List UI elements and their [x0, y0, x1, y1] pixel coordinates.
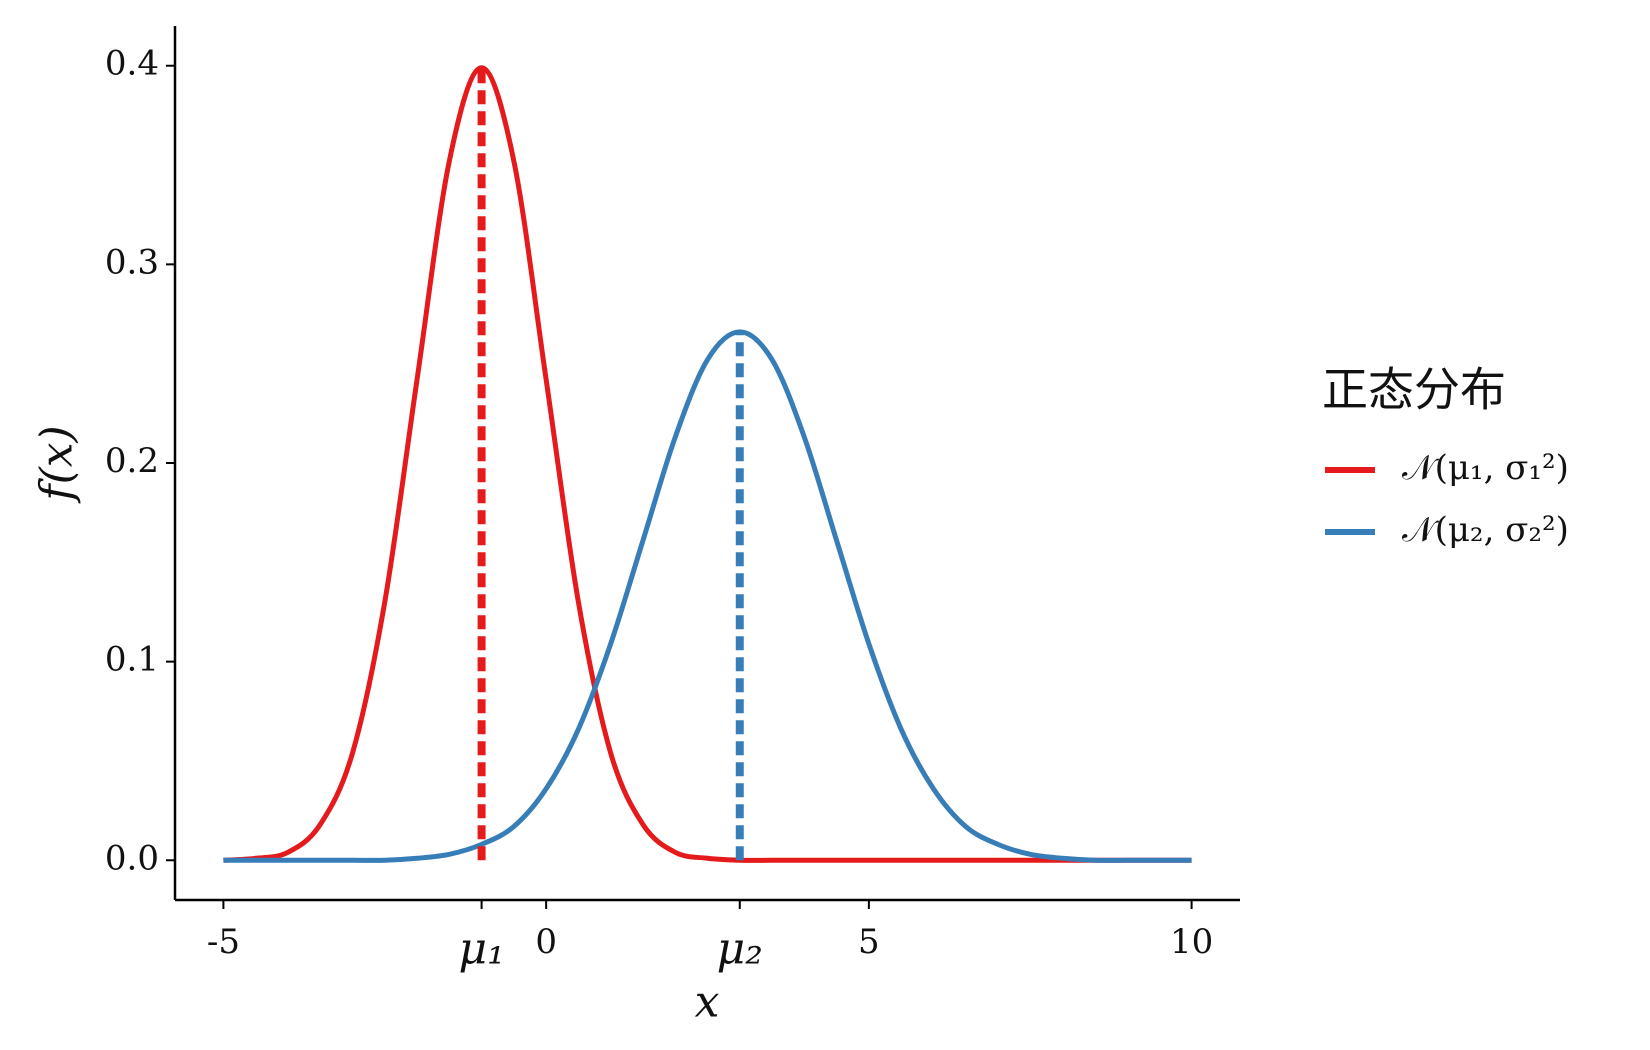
x-axis-label: x	[695, 977, 720, 1028]
y-tick-label: 0.2	[105, 441, 159, 481]
x-tick-label: -5	[207, 922, 240, 962]
line-series	[223, 65, 1192, 863]
y-axis-label: f(x)	[32, 425, 83, 503]
legend-label: 𝒩(μ₁, σ₁²)	[1402, 448, 1569, 488]
y-tick-label: 0.1	[105, 640, 159, 680]
legend-label: 𝒩(μ₂, σ₂²)	[1402, 510, 1569, 550]
y-tick-label: 0.3	[105, 242, 159, 282]
x-tick-label: μ₁	[458, 924, 504, 975]
x-tick-label: 5	[858, 922, 880, 962]
y-tick-label: 0.0	[105, 838, 159, 878]
legend-title: 正态分布	[1322, 363, 1506, 417]
x-tick-label: 0	[535, 922, 557, 962]
line-series	[223, 329, 1192, 863]
y-tick-label: 0.4	[105, 44, 159, 84]
x-tick-label: 10	[1170, 922, 1213, 962]
x-tick-label: μ₂	[717, 924, 763, 975]
